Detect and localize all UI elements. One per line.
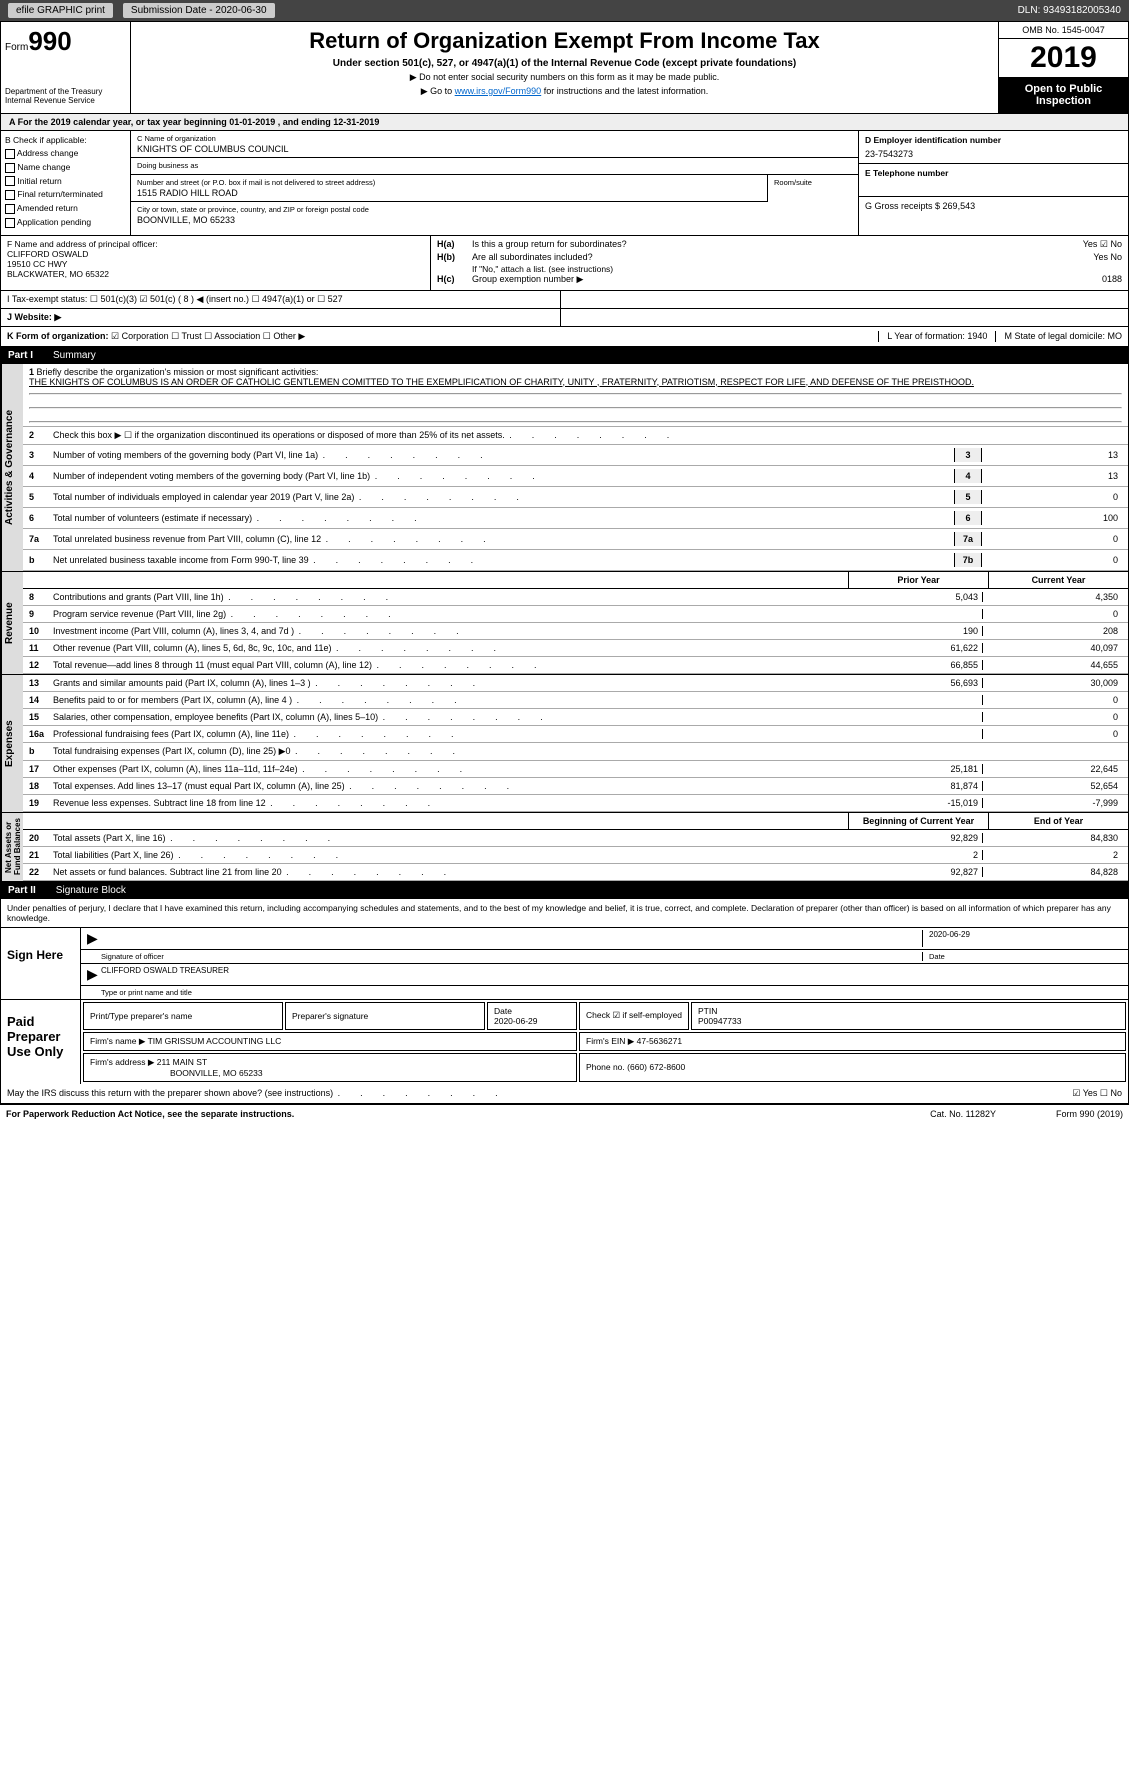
signature-block: Under penalties of perjury, I declare th… (0, 899, 1129, 1104)
col-d-e-g: D Employer identification number23-75432… (858, 131, 1128, 235)
open-public-badge: Open to Public Inspection (999, 77, 1128, 113)
summary-row: 19Revenue less expenses. Subtract line 1… (23, 795, 1128, 812)
cb-final-return[interactable]: Final return/terminated (5, 189, 126, 200)
form-label: Form (5, 42, 28, 53)
org-name: KNIGHTS OF COLUMBUS COUNCIL (137, 144, 852, 154)
summary-row: 2Check this box ▶ ☐ if the organization … (23, 427, 1128, 445)
summary-row: bTotal fundraising expenses (Part IX, co… (23, 743, 1128, 761)
group-return: H(a)Is this a group return for subordina… (431, 236, 1128, 290)
firm-address: 211 MAIN ST (157, 1057, 207, 1067)
col-b-checkboxes: B Check if applicable: Address change Na… (1, 131, 131, 235)
omb-number: OMB No. 1545-0047 (999, 22, 1128, 39)
vtab-revenue: Revenue (1, 572, 23, 674)
summary-row: 15Salaries, other compensation, employee… (23, 709, 1128, 726)
summary-row: 14Benefits paid to or for members (Part … (23, 692, 1128, 709)
firm-name: TIM GRISSUM ACCOUNTING LLC (148, 1036, 282, 1046)
dept-treasury: Department of the Treasury Internal Reve… (5, 87, 126, 105)
mission-text: THE KNIGHTS OF COLUMBUS IS AN ORDER OF C… (29, 377, 974, 387)
tax-year: 2019 (999, 39, 1128, 77)
ein: 23-7543273 (865, 149, 1122, 159)
col-c-org-info: C Name of organizationKNIGHTS OF COLUMBU… (131, 131, 858, 235)
cb-initial-return[interactable]: Initial return (5, 176, 126, 187)
sign-here-label: Sign Here (1, 928, 81, 999)
summary-row: 3Number of voting members of the governi… (23, 445, 1128, 466)
summary-row: 11Other revenue (Part VIII, column (A), … (23, 640, 1128, 657)
vtab-governance: Activities & Governance (1, 364, 23, 571)
form-subtitle: Under section 501(c), 527, or 4947(a)(1)… (137, 58, 992, 69)
paid-preparer-label: Paid Preparer Use Only (1, 1000, 81, 1084)
vtab-expenses: Expenses (1, 675, 23, 812)
row-f-h: F Name and address of principal officer:… (0, 236, 1129, 291)
summary-row: 8Contributions and grants (Part VIII, li… (23, 589, 1128, 606)
row-a-calendar-year: A For the 2019 calendar year, or tax yea… (0, 114, 1129, 131)
summary-row: 5Total number of individuals employed in… (23, 487, 1128, 508)
ha-yesno[interactable]: Yes ☑ No (1012, 239, 1122, 250)
website-label: J Website: ▶ (7, 312, 61, 322)
group-exemption: 0188 (1102, 274, 1122, 285)
form-title: Return of Organization Exempt From Incom… (137, 28, 992, 54)
top-bar: efile GRAPHIC print Submission Date - 20… (0, 0, 1129, 21)
part-1-header: Part ISummary (0, 347, 1129, 364)
summary-row: 6Total number of volunteers (estimate if… (23, 508, 1128, 529)
year-formation: L Year of formation: 1940 (878, 331, 987, 342)
may-irs-discuss: May the IRS discuss this return with the… (1, 1084, 1128, 1103)
form990-link[interactable]: www.irs.gov/Form990 (455, 86, 542, 96)
org-address: 1515 RADIO HILL ROAD (137, 188, 761, 198)
row-i-j: I Tax-exempt status: ☐ 501(c)(3) ☑ 501(c… (0, 291, 1129, 309)
col-b-header: B Check if applicable: (5, 135, 126, 145)
mission-row: 1 Briefly describe the organization's mi… (23, 364, 1128, 427)
summary-row: 18Total expenses. Add lines 13–17 (must … (23, 778, 1128, 795)
block-b-through-g: B Check if applicable: Address change Na… (0, 131, 1129, 236)
state-domicile: M State of legal domicile: MO (995, 331, 1122, 342)
summary-row: 10Investment income (Part VIII, column (… (23, 623, 1128, 640)
org-city: BOONVILLE, MO 65233 (137, 215, 852, 225)
summary-row: 16aProfessional fundraising fees (Part I… (23, 726, 1128, 743)
summary-row: 12Total revenue—add lines 8 through 11 (… (23, 657, 1128, 674)
summary-row: 22Net assets or fund balances. Subtract … (23, 864, 1128, 881)
col-prior-year: Prior Year (848, 572, 988, 588)
page-footer: For Paperwork Reduction Act Notice, see … (0, 1104, 1129, 1123)
principal-officer: F Name and address of principal officer:… (1, 236, 431, 290)
cb-address-change[interactable]: Address change (5, 148, 126, 159)
col-current-year: Current Year (988, 572, 1128, 588)
preparer-table: Print/Type preparer's name Preparer's si… (81, 1000, 1128, 1084)
summary-row: 13Grants and similar amounts paid (Part … (23, 675, 1128, 692)
cb-application-pending[interactable]: Application pending (5, 217, 126, 228)
col-end-year: End of Year (988, 813, 1128, 829)
summary-row: 7aTotal unrelated business revenue from … (23, 529, 1128, 550)
summary-row: 21Total liabilities (Part X, line 26)22 (23, 847, 1128, 864)
ptin: P00947733 (698, 1016, 742, 1026)
officer-name: CLIFFORD OSWALD TREASURER (101, 966, 1122, 983)
cb-amended-return[interactable]: Amended return (5, 203, 126, 214)
part-2-header: Part IISignature Block (0, 882, 1129, 899)
summary-row: bNet unrelated business taxable income f… (23, 550, 1128, 571)
efile-badge: efile GRAPHIC print (8, 3, 113, 18)
perjury-disclaimer: Under penalties of perjury, I declare th… (1, 899, 1128, 927)
firm-ein: 47-5636271 (637, 1036, 682, 1046)
vtab-net-assets: Net Assets or Fund Balances (1, 813, 23, 881)
summary-row: 20Total assets (Part X, line 16)92,82984… (23, 830, 1128, 847)
col-beginning-year: Beginning of Current Year (848, 813, 988, 829)
form-number: 990 (28, 26, 71, 56)
form-instr-1: ▶ Do not enter social security numbers o… (137, 72, 992, 83)
tax-exempt-status[interactable]: ☐ 501(c)(3) ☑ 501(c) ( 8 ) ◀ (insert no.… (90, 294, 343, 304)
summary-row: 9Program service revenue (Part VIII, lin… (23, 606, 1128, 623)
firm-phone: (660) 672-8600 (627, 1062, 685, 1072)
sig-date: 2020-06-29 (922, 930, 1122, 947)
gross-receipts-label: G Gross receipts $ (865, 201, 940, 211)
may-discuss-yesno[interactable]: ☑ Yes ☐ No (1072, 1088, 1122, 1099)
telephone (865, 178, 1122, 192)
summary-row: 17Other expenses (Part IX, column (A), l… (23, 761, 1128, 778)
part-1-body: Activities & Governance 1 Briefly descri… (0, 364, 1129, 882)
submission-date: Submission Date - 2020-06-30 (123, 3, 275, 18)
summary-row: 4Number of independent voting members of… (23, 466, 1128, 487)
cb-name-change[interactable]: Name change (5, 162, 126, 173)
dln: DLN: 93493182005340 (1018, 5, 1121, 16)
gross-receipts: 269,543 (943, 201, 976, 211)
form-header: Form990 Department of the Treasury Inter… (0, 21, 1129, 114)
form-of-org[interactable]: ☑ Corporation ☐ Trust ☐ Association ☐ Ot… (111, 331, 305, 341)
row-k-l-m: K Form of organization: ☑ Corporation ☐ … (0, 327, 1129, 347)
hb-yesno[interactable]: Yes No (1012, 252, 1122, 262)
